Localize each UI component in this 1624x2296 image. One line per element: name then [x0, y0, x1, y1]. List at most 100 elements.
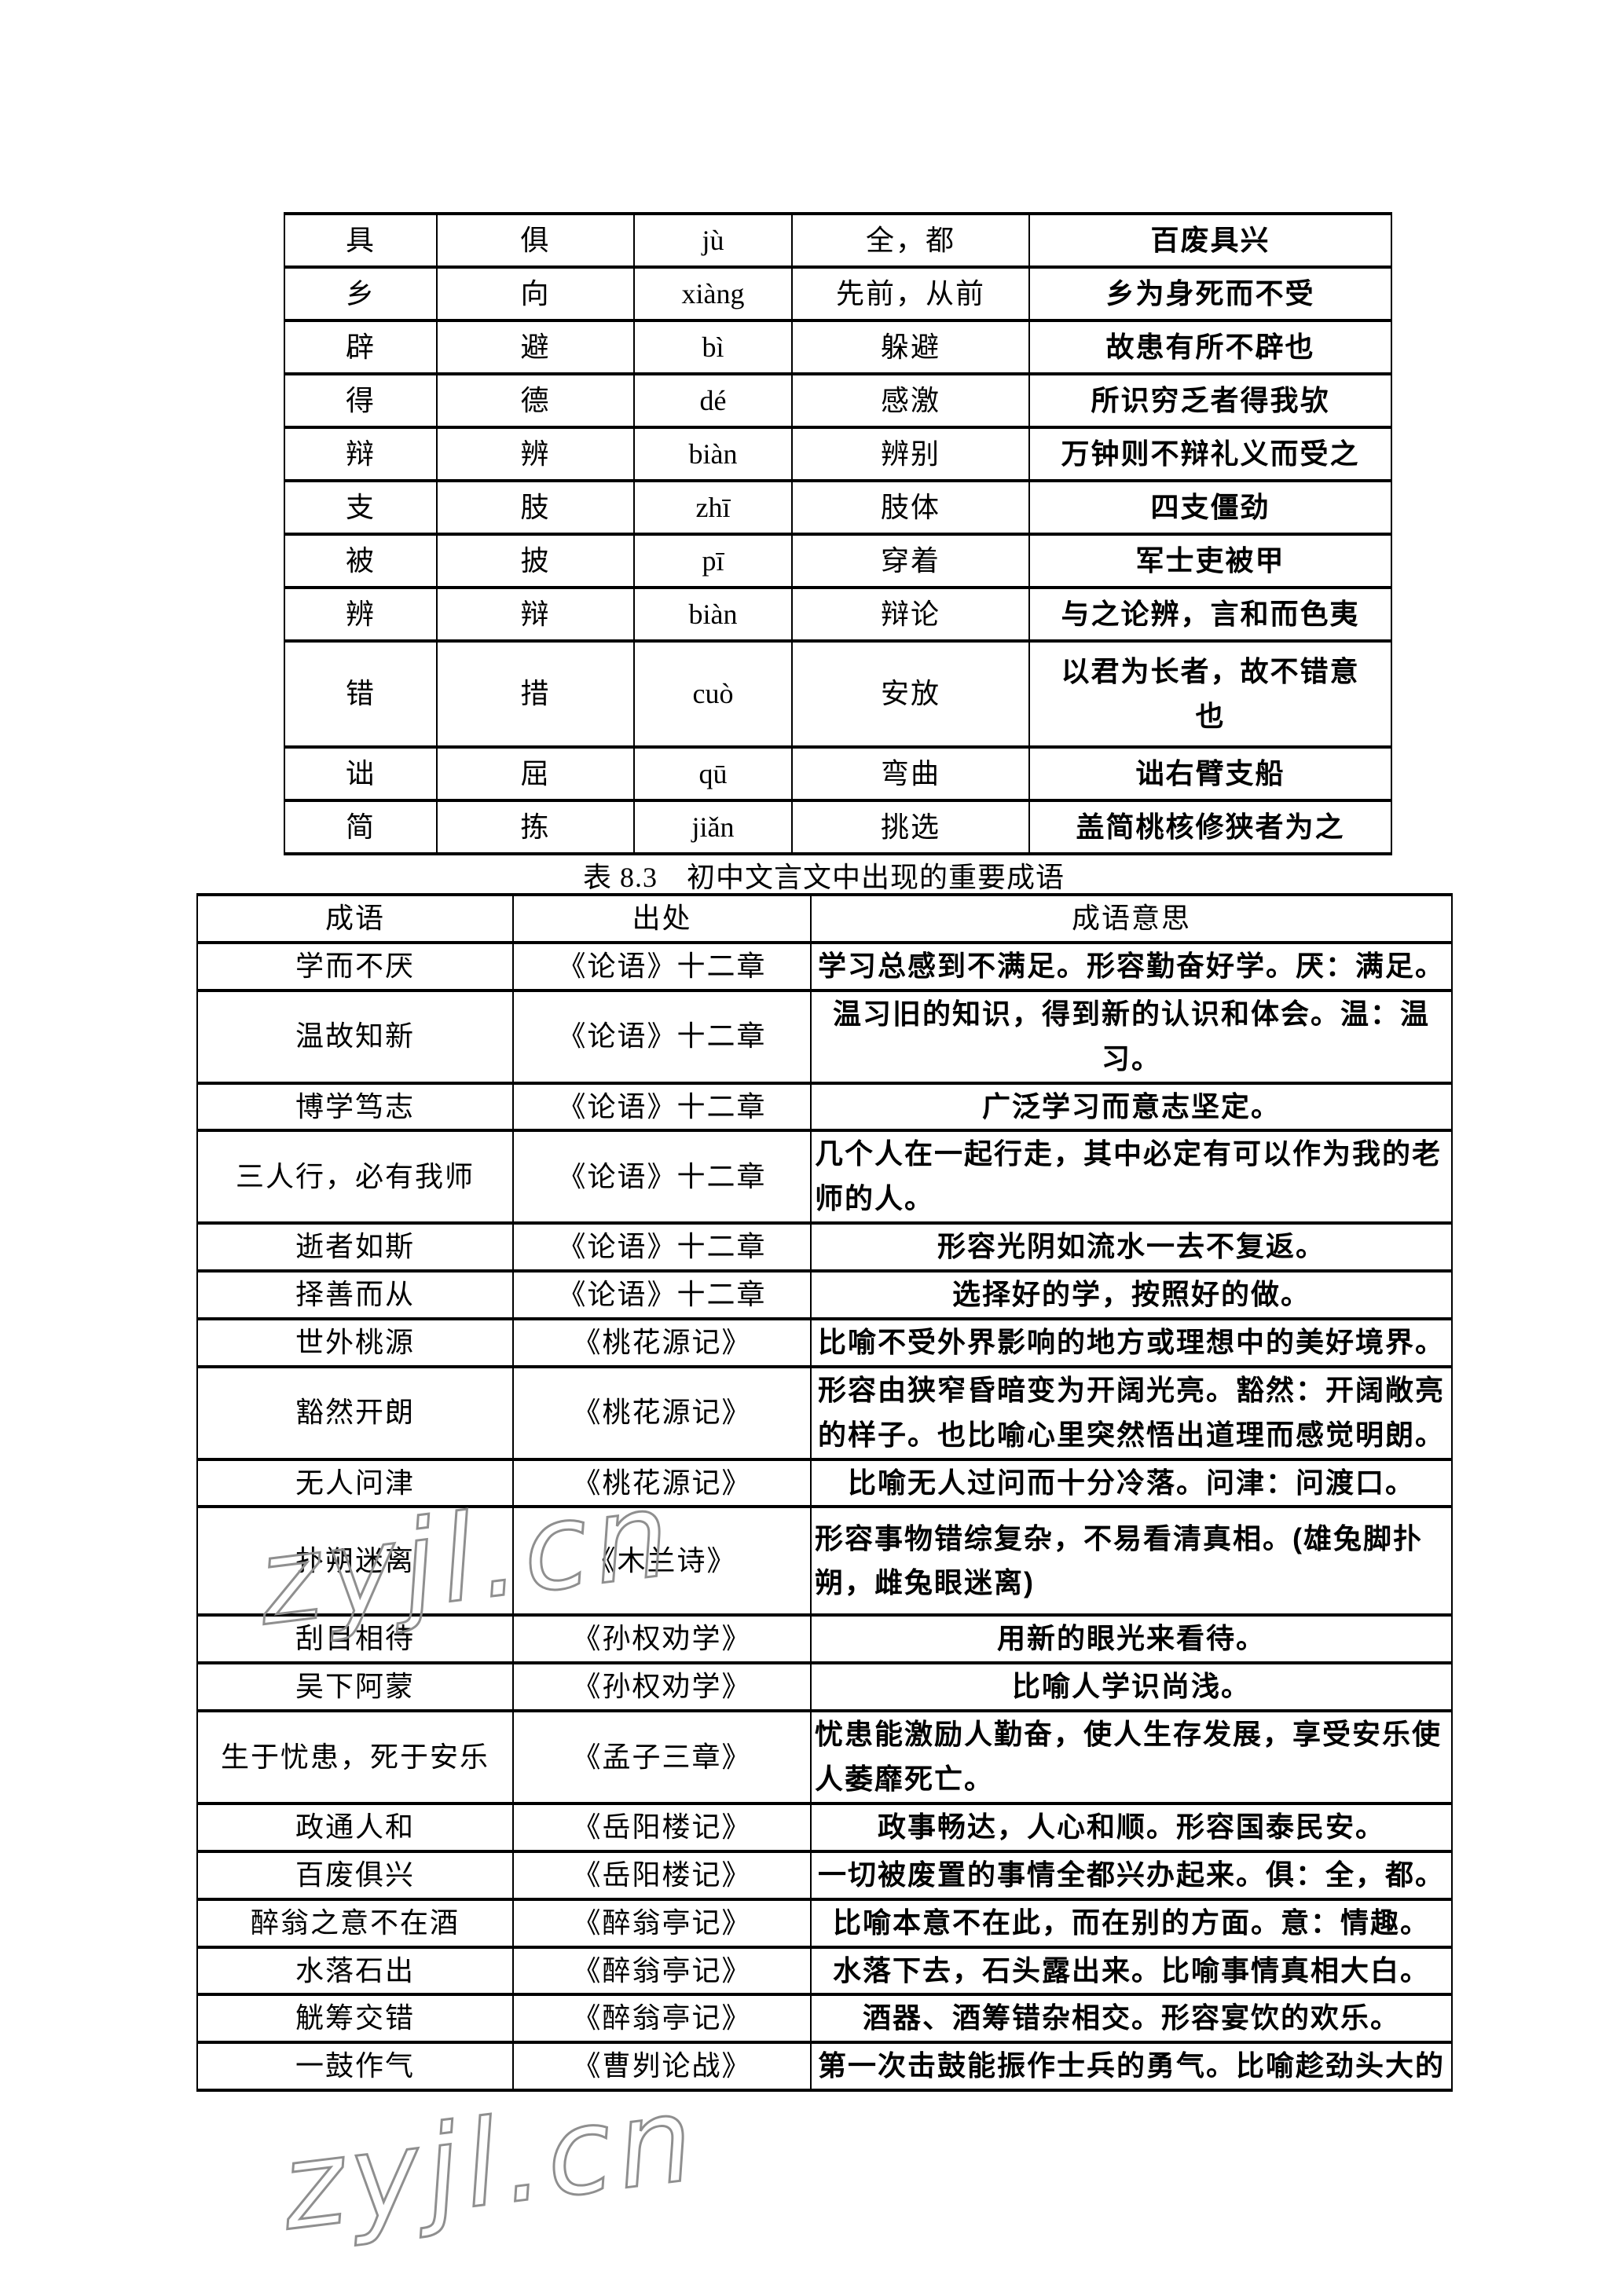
idiom-table-body: 学而不厌 《论语》十二章 学习总感到不满足。形容勤奋好学。厌：满足。 温故知新 《论语》…: [196, 940, 1453, 2093]
table1-cell: 辩: [436, 586, 635, 643]
meaning-cell: 比喻本意不在此，而在别的方面。意：情趣。: [810, 1897, 1453, 1949]
table-caption: 表 8.3 初中文言文中出现的重要成语: [582, 862, 1065, 893]
idiom-table-header-cell: 出处: [512, 893, 812, 944]
table1-cell: 先前，从前: [791, 265, 1030, 322]
table1-cell: 德: [436, 372, 635, 429]
table-row: 生于忧患，死于安乐 《孟子三章》 忧患能激励人勤奋，使人生存发展，享受安乐使 人萎靡…: [196, 1709, 1453, 1805]
source-cell: 《论语》十二章: [512, 988, 812, 1085]
table-row: 乡向 xiàng 先前，从前 乡为身死而不受: [284, 265, 1392, 322]
table1-cell: 披: [436, 533, 635, 589]
source-cell: 《曹刿论战》: [512, 2041, 812, 2093]
tongjiazi-table-body: 具俱 jù 全，都 百废具兴乡向 xiàng 先前，从前 乡为身死而不受辟避 bì 躲避 故患有所…: [284, 212, 1392, 855]
meaning-cell: 用新的眼光来看待。: [810, 1613, 1453, 1665]
table-row: 诎屈 qū 弯曲 诎右臂支船: [284, 745, 1392, 802]
meaning-cell: 忧患能激励人勤奋，使人生存发展，享受安乐使 人萎靡死亡。: [810, 1709, 1453, 1805]
idiom-cell: 一鼓作气: [196, 2041, 514, 2093]
table-row: 世外桃源 《桃花源记》 比喻不受外界影响的地方或理想中的美好境界。: [196, 1316, 1453, 1368]
table1-cell: 诎右臂支船: [1028, 745, 1392, 802]
table1-cell: biàn: [633, 586, 793, 643]
table1-cell: 以君为长者，故不错意 也: [1028, 639, 1392, 749]
idiom-cell: 水落石出: [196, 1945, 514, 1997]
idiom-cell: 温故知新: [196, 988, 514, 1085]
source-cell: 《孙权劝学》: [512, 1661, 812, 1713]
table1-cell: 辨: [284, 586, 438, 643]
table1-cell: 肢体: [791, 479, 1030, 536]
table1-cell: bì: [633, 319, 793, 375]
idiom-cell: 百废俱兴: [196, 1849, 514, 1901]
meaning-cell: 水落下去，石头露出来。比喻事情真相大白。: [810, 1945, 1453, 1997]
table-row: 博学笃志 《论语》十二章 广泛学习而意志坚定。: [196, 1081, 1453, 1133]
table1-cell: qū: [633, 745, 793, 802]
source-cell: 《孙权劝学》: [512, 1613, 812, 1665]
table-row: 政通人和 《岳阳楼记》 政事畅达，人心和顺。形容国泰民安。: [196, 1801, 1453, 1853]
table1-cell: 得: [284, 372, 438, 429]
meaning-cell: 几个人在一起行走，其中必定有可以作为我的老 师的人。: [810, 1129, 1453, 1225]
idiom-cell: 刮目相待: [196, 1613, 514, 1665]
table-row: 温故知新 《论语》十二章 温习旧的知识，得到新的认识和体会。温：温 习。: [196, 988, 1453, 1085]
source-cell: 《岳阳楼记》: [512, 1849, 812, 1901]
meaning-cell: 一切被废置的事情全都兴办起来。俱：全，都。: [810, 1849, 1453, 1901]
meaning-cell: 比喻不受外界影响的地方或理想中的美好境界。: [810, 1316, 1453, 1368]
table1-cell: 乡为身死而不受: [1028, 265, 1392, 322]
meaning-cell: 形容光阴如流水一去不复返。: [810, 1221, 1453, 1273]
table-row: 错措 cuò 安放 以君为长者，故不错意 也: [284, 639, 1392, 749]
table-row: 醉翁之意不在酒 《醉翁亭记》 比喻本意不在此，而在别的方面。意：情趣。: [196, 1897, 1453, 1949]
table1-cell: 支: [284, 479, 438, 536]
table1-cell: 错: [284, 639, 438, 749]
meaning-cell: 比喻人学识尚浅。: [810, 1661, 1453, 1713]
table-row: 辩辨 biàn 辨别 万钟则不辩礼义而受之: [284, 426, 1392, 482]
idiom-cell: 生于忧患，死于安乐: [196, 1709, 514, 1805]
meaning-cell: 形容由狭窄昏暗变为开阔光亮。豁然：开阔敞亮 的样子。也比喻心里突然悟出道理而感觉…: [810, 1364, 1453, 1461]
table1-cell: 肢: [436, 479, 635, 536]
table1-cell: 诎: [284, 745, 438, 802]
source-cell: 《论语》十二章: [512, 1221, 812, 1273]
table1-cell: 万钟则不辩礼义而受之: [1028, 426, 1392, 482]
table1-cell: 辟: [284, 319, 438, 375]
table-row: 三人行，必有我师 《论语》十二章 几个人在一起行走，其中必定有可以作为我的老 师的人…: [196, 1129, 1453, 1225]
idiom-cell: 无人问津: [196, 1457, 514, 1509]
source-cell: 《论语》十二章: [512, 1129, 812, 1225]
table-row: 百废俱兴 《岳阳楼记》 一切被废置的事情全都兴办起来。俱：全，都。: [196, 1849, 1453, 1901]
source-cell: 《桃花源记》: [512, 1316, 812, 1368]
table-row: 辨辩 biàn 辩论 与之论辨，言和而色夷: [284, 586, 1392, 643]
table1-cell: 全，都: [791, 212, 1030, 269]
meaning-cell: 温习旧的知识，得到新的认识和体会。温：温 习。: [810, 988, 1453, 1085]
idiom-cell: 逝者如斯: [196, 1221, 514, 1273]
idiom-cell: 醉翁之意不在酒: [196, 1897, 514, 1949]
source-cell: 《木兰诗》: [512, 1505, 812, 1617]
source-cell: 《岳阳楼记》: [512, 1801, 812, 1853]
meaning-cell: 酒器、酒筹错杂相交。形容宴饮的欢乐。: [810, 1993, 1453, 2045]
table1-cell: pī: [633, 533, 793, 589]
table-row: 一鼓作气 《曹刿论战》 第一次击鼓能振作士兵的勇气。比喻趁劲头大的: [196, 2041, 1453, 2093]
table1-cell: 安放: [791, 639, 1030, 749]
table1-cell: jiǎn: [633, 799, 793, 855]
source-cell: 《桃花源记》: [512, 1457, 812, 1509]
table1-cell: 军士吏被甲: [1028, 533, 1392, 589]
table1-cell: 拣: [436, 799, 635, 855]
table1-cell: 辨别: [791, 426, 1030, 482]
tongjiazi-table: 具俱 jù 全，都 百废具兴乡向 xiàng 先前，从前 乡为身死而不受辟避 bì 躲避 故患有所…: [284, 212, 1392, 855]
table1-cell: 措: [436, 639, 635, 749]
meaning-cell: 比喻无人过问而十分冷落。问津：问渡口。: [810, 1457, 1453, 1509]
table1-cell: 四支僵劲: [1028, 479, 1392, 536]
meaning-cell: 第一次击鼓能振作士兵的勇气。比喻趁劲头大的: [810, 2041, 1453, 2093]
table1-cell: 乡: [284, 265, 438, 322]
table1-cell: 穿着: [791, 533, 1030, 589]
table1-cell: zhī: [633, 479, 793, 536]
table-row: 觥筹交错 《醉翁亭记》 酒器、酒筹错杂相交。形容宴饮的欢乐。: [196, 1993, 1453, 2045]
source-cell: 《孟子三章》: [512, 1709, 812, 1805]
table-row: 被披 pī 穿着 军士吏被甲: [284, 533, 1392, 589]
idiom-cell: 世外桃源: [196, 1316, 514, 1368]
source-cell: 《论语》十二章: [512, 940, 812, 992]
table-row: 水落石出 《醉翁亭记》 水落下去，石头露出来。比喻事情真相大白。: [196, 1945, 1453, 1997]
table-row: 豁然开朗 《桃花源记》 形容由狭窄昏暗变为开阔光亮。豁然：开阔敞亮 的样子。也比喻心…: [196, 1364, 1453, 1461]
table-row: 辟避 bì 躲避 故患有所不辟也: [284, 319, 1392, 375]
source-cell: 《桃花源记》: [512, 1364, 812, 1461]
table1-cell: 感激: [791, 372, 1030, 429]
table-row: 支肢 zhī 肢体 四支僵劲: [284, 479, 1392, 536]
table-row: 无人问津 《桃花源记》 比喻无人过问而十分冷落。问津：问渡口。: [196, 1457, 1453, 1509]
table-row: 得德 dé 感激 所识穷乏者得我欤: [284, 372, 1392, 429]
table-row: 学而不厌 《论语》十二章 学习总感到不满足。形容勤奋好学。厌：满足。: [196, 940, 1453, 992]
table1-cell: 辩: [284, 426, 438, 482]
